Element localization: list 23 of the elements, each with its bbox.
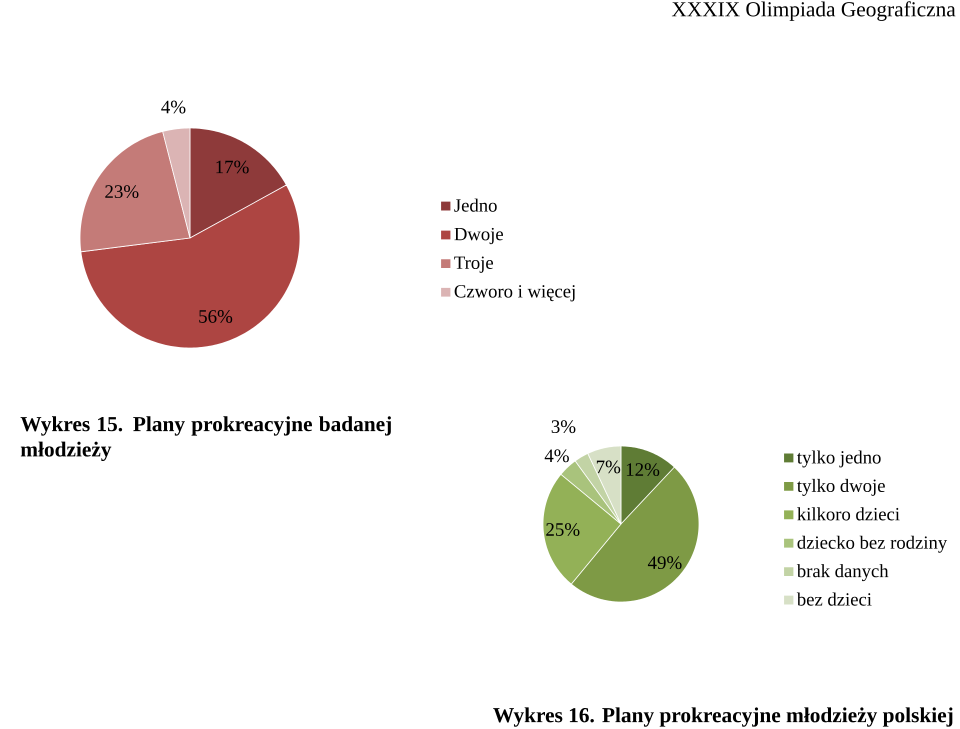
legend-label: Jedno — [454, 198, 497, 212]
data-label: 23% — [105, 185, 138, 198]
text: Wykres 16. Plany prokreacyjne młodzieży polskiej — [493, 707, 952, 727]
data-label: 3% — [552, 420, 576, 434]
data-label: 12% — [626, 463, 660, 476]
text: XXXIX Olimpiada Geograficzna — [672, 1, 956, 21]
data-label: 7% — [596, 460, 620, 474]
legend-label: Troje — [454, 256, 494, 273]
data-label: 56% — [199, 310, 232, 323]
text: Wykres 15. Plany prokreacyjne badanej młodzieży — [20, 416, 391, 462]
legend-label: bez dzieci — [796, 592, 872, 606]
legend-label: Dwoje — [454, 228, 503, 244]
legend-label: Czworo i więcej — [454, 285, 575, 302]
legend-label: tylko jedno — [797, 450, 881, 468]
legend-label: kilkoro dzieci — [797, 507, 900, 520]
data-label: 4% — [544, 449, 569, 462]
data-label: 17% — [216, 160, 249, 174]
data-label: 25% — [546, 523, 580, 536]
data-label: 49% — [648, 556, 682, 570]
legend-label: tylko dwoje — [797, 478, 885, 496]
legend-label: brak danych — [796, 564, 888, 582]
data-label: 4% — [161, 100, 186, 114]
legend-label: dziecko bez rodziny — [798, 536, 948, 553]
